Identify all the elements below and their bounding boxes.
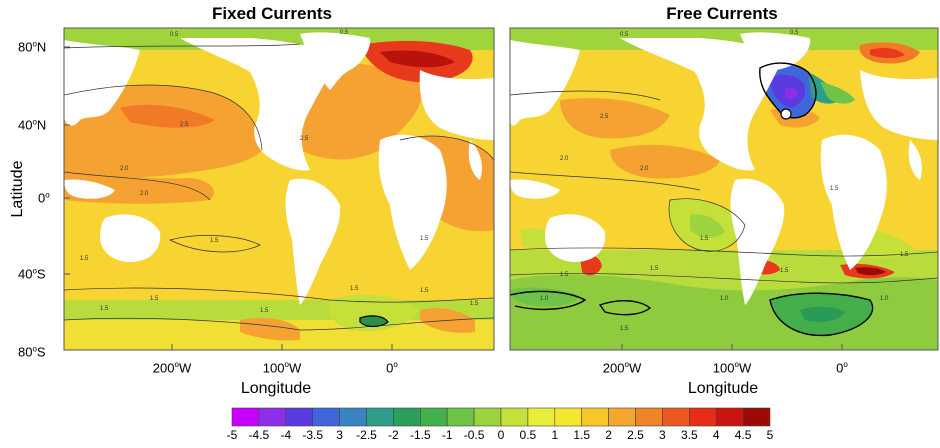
- free-contour-label: 2.5: [600, 114, 609, 120]
- colorbar-swatch: [554, 407, 582, 427]
- colorbar-swatch: [742, 407, 771, 427]
- fixed-contour-label: 1.5: [210, 238, 219, 244]
- fixed-contour-label: 2.0: [120, 166, 129, 172]
- free-contour-label: 2.0: [560, 156, 569, 162]
- xtick-200w-free: 200oW: [602, 360, 642, 376]
- colorbar-tick-label: 2: [605, 428, 612, 442]
- colorbar-swatch: [285, 407, 313, 427]
- fixed-contour-label: 1.5: [150, 296, 159, 302]
- colorbar-swatch: [688, 407, 717, 427]
- free-contour-label: 1.5: [830, 186, 839, 192]
- colorbar-tick-label: 0.5: [519, 428, 537, 442]
- free-contour-label: 0.5: [620, 32, 629, 38]
- colorbar-swatch: [581, 407, 609, 427]
- x-axis-label-fixed: Longitude: [240, 380, 312, 397]
- colorbar: [231, 407, 771, 427]
- colorbar-swatch: [662, 407, 690, 427]
- free-contour-label: 2.0: [640, 166, 649, 172]
- colorbar-tick-label: 2.5: [627, 428, 644, 442]
- colorbar-swatch: [473, 407, 502, 427]
- ytick-0: 0o: [38, 190, 50, 206]
- panel-title-free: Free Currents: [666, 4, 778, 23]
- colorbar-tick-label: -2: [388, 428, 399, 442]
- colorbar-tick-label: 3: [336, 428, 343, 442]
- colorbar-swatch: [231, 407, 260, 427]
- colorbar-swatch: [419, 407, 448, 427]
- colorbar-tick-label: 3.5: [680, 428, 698, 442]
- colorbar-swatch: [366, 407, 394, 427]
- colorbar-tick-label: 1: [551, 428, 559, 442]
- ytick-80s: 80oS: [18, 344, 46, 360]
- free-contour-label: 1.5: [560, 272, 569, 278]
- colorbar-swatch: [635, 407, 663, 427]
- colorbar-tick-label: -4: [280, 428, 292, 442]
- free-contour-label: 1.0: [540, 296, 549, 302]
- fixed-contour-label: 1.5: [80, 256, 89, 262]
- colorbar-tick-label: -1.5: [409, 428, 431, 442]
- colorbar-tick-label: -0.5: [463, 428, 485, 442]
- fixed-contour-label: 2.5: [180, 122, 189, 128]
- colorbar-swatch: [446, 407, 475, 427]
- colorbar-tick-label: -2.5: [356, 428, 377, 442]
- ytick-40n: 40oN: [18, 117, 47, 133]
- colorbar-swatch: [312, 407, 340, 427]
- ytick-80n: 80oN: [18, 39, 47, 55]
- xtick-0-free: 0o: [836, 360, 848, 376]
- xtick-200w-fixed: 200oW: [152, 360, 192, 376]
- colorbar-tick-label: 1.5: [573, 428, 591, 442]
- colorbar-tick-label: 3: [659, 428, 666, 442]
- colorbar-tick-label: 4: [712, 428, 720, 442]
- colorbar-swatch: [715, 407, 744, 427]
- frame-fixed: [63, 27, 495, 351]
- fixed-contour-label: 1.5: [100, 306, 109, 312]
- fixed-contour-label: 2.0: [140, 191, 149, 197]
- colorbar-tick-label: -3.5: [302, 428, 324, 442]
- colorbar-swatch: [608, 407, 636, 427]
- map-free-currents: [510, 28, 938, 350]
- free-contour-label: 1.5: [780, 268, 789, 274]
- xtick-100w-fixed: 100oW: [262, 360, 302, 376]
- fixed-contour-label: 1.5: [420, 236, 429, 242]
- frame-free: [509, 27, 939, 351]
- fixed-contour-label: 1.5: [350, 286, 359, 292]
- free-contour-label: 1.0: [880, 296, 889, 302]
- fixed-contour-label: 2.5: [300, 136, 309, 142]
- fixed-contour-label: 0.5: [340, 30, 349, 36]
- xtick-0-fixed: 0o: [386, 360, 398, 376]
- fixed-contour-label: 0.5: [170, 32, 179, 38]
- xtick-100w-free: 100oW: [712, 360, 752, 376]
- colorbar-swatch: [527, 407, 556, 427]
- fixed-contour-label: 1.5: [260, 308, 269, 314]
- free-contour-label: 1.5: [900, 252, 909, 258]
- colorbar-tick-label: -5: [226, 428, 238, 442]
- free-contour-label: 1.5: [620, 326, 629, 332]
- free-contour-label: 1.5: [700, 236, 709, 242]
- colorbar-tick-label: 5: [766, 428, 774, 442]
- colorbar-swatch: [258, 407, 287, 427]
- colorbar-swatch: [339, 407, 367, 427]
- ytick-40s: 40oS: [18, 266, 46, 282]
- colorbar-tick-label: -1: [441, 428, 453, 442]
- colorbar-tick-label: 0: [497, 428, 505, 442]
- colorbar-swatch: [500, 407, 529, 427]
- colorbar-swatch: [393, 407, 421, 427]
- colorbar-tick-label: 4.5: [734, 428, 752, 442]
- fixed-contour-label: 1.5: [470, 301, 479, 307]
- panel-title-fixed: Fixed Currents: [212, 4, 332, 23]
- free-contour-label: 0.5: [790, 30, 799, 36]
- free-contour-label: 1.5: [650, 266, 659, 272]
- map-fixed-currents: [64, 28, 494, 350]
- fixed-contour-label: 1.5: [420, 288, 429, 294]
- x-axis-label-free: Longitude: [687, 380, 759, 397]
- free-contour-label: 1.0: [720, 296, 729, 302]
- colorbar-tick-label: -4.5: [248, 428, 270, 442]
